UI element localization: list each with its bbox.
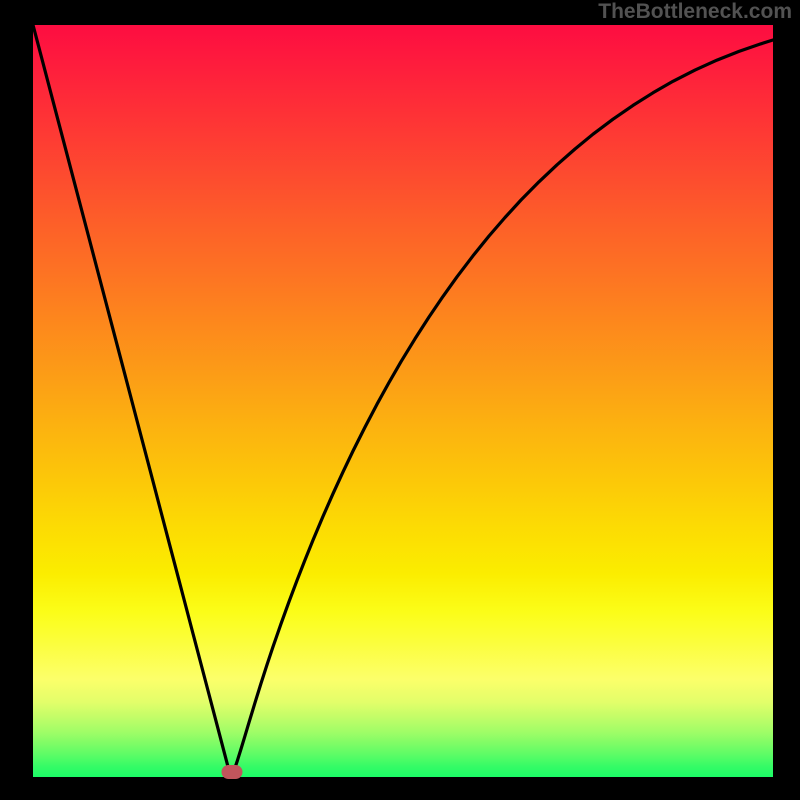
- optimum-marker: [221, 765, 242, 779]
- plot-svg: [33, 25, 773, 777]
- gradient-background: [33, 25, 773, 777]
- plot-area: [33, 25, 773, 777]
- watermark-text: TheBottleneck.com: [598, 0, 792, 24]
- chart-canvas: TheBottleneck.com: [0, 0, 800, 800]
